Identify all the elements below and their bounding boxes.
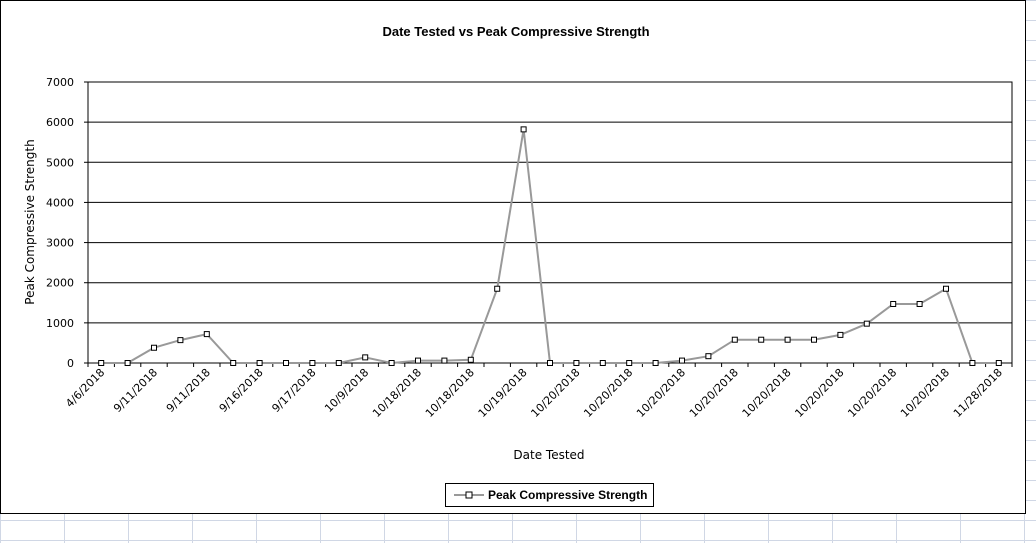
data-point [203,331,210,338]
x-axis-ticks: 4/6/2018 9/11/2018 9/11/2018 9/16/2018 9/17/… [63,363,1013,420]
data-point [731,336,738,343]
data-point [441,357,448,364]
data-point [520,126,527,133]
y-tick-label: 7000 [46,76,74,89]
y-tick-label: 6000 [46,116,74,129]
y-axis-ticks: 0 1000 2000 3000 4000 5000 6000 7000 [46,76,88,370]
data-point [626,360,633,366]
data-point [98,360,105,366]
data-point [362,354,369,361]
data-point [388,360,395,366]
data-point [784,336,791,343]
y-tick-label: 0 [67,357,74,370]
data-point [890,300,897,307]
data-point [309,360,316,366]
x-tick-label: 10/20/2018 [845,366,899,420]
data-point [230,360,237,366]
y-tick-label: 2000 [46,277,74,290]
legend: Peak Compressive Strength [445,483,654,507]
y-tick-label: 5000 [46,156,74,169]
x-tick-label: 10/20/2018 [898,366,952,420]
x-tick-label: 10/20/2018 [740,366,794,420]
data-point [995,360,1002,366]
series-peak-compressive-strength [98,126,1002,366]
chart-title: Date Tested vs Peak Compressive Strength [382,24,649,39]
x-tick-label: 10/20/2018 [634,366,688,420]
data-point [124,360,131,366]
gridlines [88,121,1012,324]
y-axis-title: Peak Compressive Strength [23,139,37,304]
x-tick-label: 10/20/2018 [792,366,846,420]
data-point [467,356,474,363]
data-point [705,353,712,360]
x-tick-label: 10/18/2018 [370,366,424,420]
x-tick-label: 11/28/2018 [951,366,1005,420]
x-tick-label: 10/20/2018 [687,366,741,420]
y-tick-label: 3000 [46,237,74,250]
x-tick-label: 10/20/2018 [581,366,635,420]
data-point [652,360,659,366]
data-point [916,300,923,307]
y-tick-label: 1000 [46,317,74,330]
x-tick-label: 9/11/2018 [164,366,213,415]
legend-line-marker-icon [454,491,484,499]
x-tick-label: 10/18/2018 [423,366,477,420]
data-point [573,360,580,366]
x-tick-label: 10/9/2018 [322,366,371,415]
data-point [811,336,817,343]
data-point [837,331,844,338]
data-point [943,285,949,292]
plot-area [87,81,1013,364]
x-tick-label: 10/20/2018 [528,366,582,420]
data-point [547,360,553,366]
data-point [679,357,685,364]
x-tick-label: 4/6/2018 [63,366,107,410]
x-tick-label: 10/19/2018 [476,366,530,420]
x-axis-title: Date Tested [513,448,584,462]
data-point [177,337,184,344]
x-tick-label: 9/17/2018 [269,366,318,415]
data-point [335,360,342,366]
data-point [283,360,289,366]
legend-label: Peak Compressive Strength [488,488,648,502]
data-point [863,320,870,327]
x-tick-label: 9/11/2018 [111,366,160,415]
data-point [256,360,263,366]
x-tick-label: 9/16/2018 [217,366,266,415]
data-point [151,344,157,351]
data-point [415,357,421,364]
data-point [758,336,765,343]
y-tick-label: 4000 [46,196,74,209]
data-point [599,360,606,366]
data-point [494,285,501,292]
data-point [969,360,976,366]
